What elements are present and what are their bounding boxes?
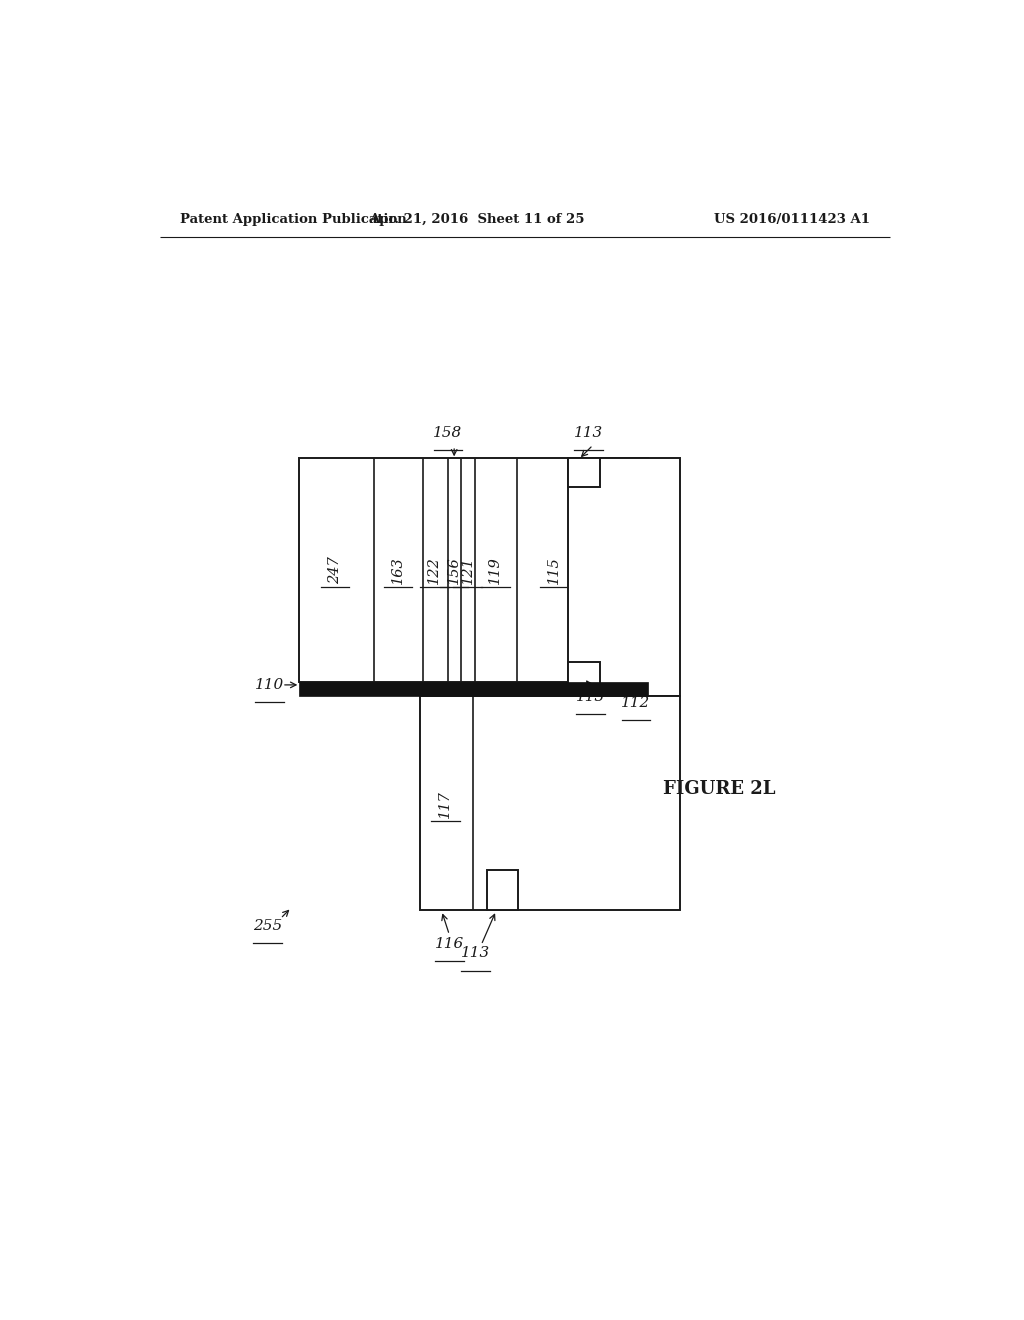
Text: 110: 110 xyxy=(255,678,284,692)
Text: 119: 119 xyxy=(488,556,503,583)
Text: US 2016/0111423 A1: US 2016/0111423 A1 xyxy=(714,213,870,226)
Bar xyxy=(299,458,648,682)
Bar xyxy=(568,458,680,696)
Text: 113: 113 xyxy=(461,946,490,960)
Text: 247: 247 xyxy=(328,556,342,583)
Text: 113: 113 xyxy=(573,426,603,440)
Text: 113: 113 xyxy=(577,690,605,704)
Text: Patent Application Publication: Patent Application Publication xyxy=(179,213,407,226)
Text: 255: 255 xyxy=(253,919,283,933)
Text: FIGURE 2L: FIGURE 2L xyxy=(663,780,775,797)
Bar xyxy=(299,682,648,696)
Bar xyxy=(568,458,600,487)
Bar xyxy=(486,870,518,909)
Bar xyxy=(568,661,600,696)
Text: Apr. 21, 2016  Sheet 11 of 25: Apr. 21, 2016 Sheet 11 of 25 xyxy=(370,213,585,226)
Text: 117: 117 xyxy=(438,789,453,817)
Text: 156: 156 xyxy=(447,556,461,583)
Text: 158: 158 xyxy=(433,426,463,440)
Text: 115: 115 xyxy=(547,556,561,583)
Bar xyxy=(420,696,680,909)
Text: 122: 122 xyxy=(427,556,441,583)
Text: 163: 163 xyxy=(391,556,404,583)
Text: 112: 112 xyxy=(622,696,650,710)
Text: 116: 116 xyxy=(435,937,464,952)
Text: 121: 121 xyxy=(461,556,475,583)
